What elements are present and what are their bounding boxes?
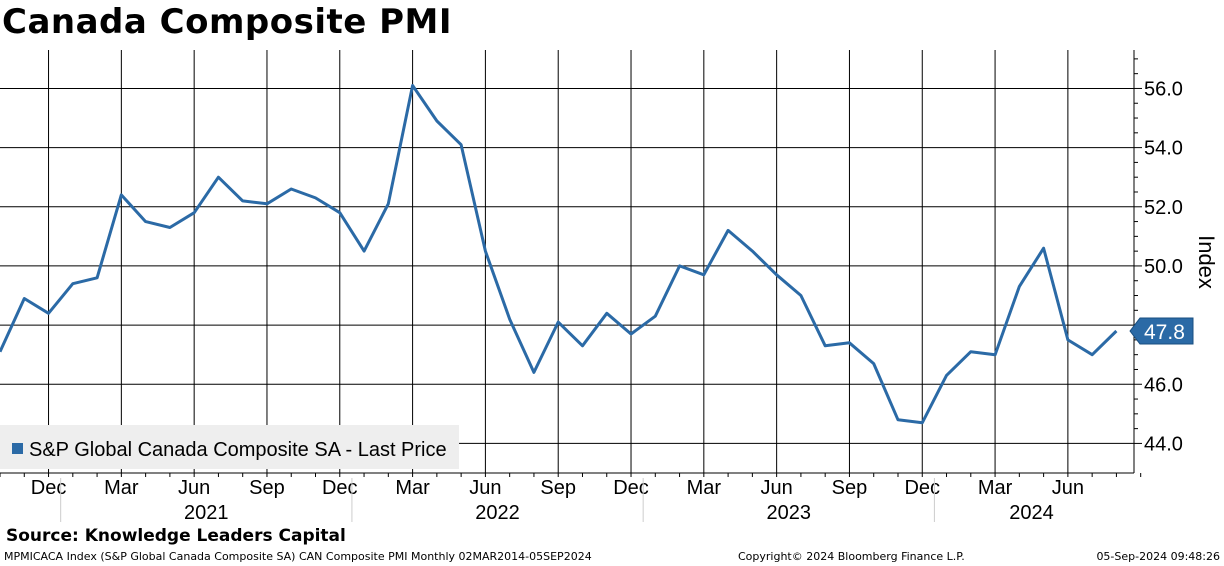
x-tick-label: Mar (395, 477, 430, 499)
y-tick-label: 46.0 (1144, 374, 1183, 396)
grid-lines (0, 50, 1134, 473)
x-tick-labels: Dec Mar Jun Sep Dec Mar Jun Sep Dec Mar Jun Sep Dec M… (0, 473, 1142, 499)
x-tick-label: Jun (1052, 477, 1084, 499)
year-label: 2022 (475, 502, 520, 524)
year-label: 2024 (1009, 502, 1054, 524)
footer-copyright: Copyright© 2024 Bloomberg Finance L.P. (738, 550, 965, 563)
x-tick-label: Jun (469, 477, 501, 499)
series-line-canada-composite (0, 84, 1118, 425)
y-tick-label: 44.0 (1144, 433, 1183, 455)
x-tick-label: Jun (178, 477, 210, 499)
y-tick-labels: 44.046.048.050.052.054.056.0 (1134, 58, 1183, 455)
x-tick-label: Mar (687, 477, 722, 499)
source-note: Source: Knowledge Leaders Capital (6, 526, 346, 546)
y-tick-label: 54.0 (1144, 138, 1183, 160)
footer-series-info: MPMICACA Index (S&P Global Canada Compos… (4, 550, 592, 563)
x-tick-label: Dec (322, 477, 358, 499)
year-label: 2023 (767, 502, 812, 524)
x-tick-label: Sep (832, 477, 868, 499)
last-value-label: 47.8 (1144, 321, 1185, 344)
chart-title: Canada Composite PMI (2, 2, 453, 42)
x-tick-label: Mar (978, 477, 1013, 499)
x-tick-label: Jun (761, 477, 793, 499)
legend-box (0, 425, 459, 469)
x-tick-label: Sep (540, 477, 576, 499)
year-labels: 2021 2022 2023 2024 (60, 478, 1054, 524)
y-tick-label: 50.0 (1144, 256, 1183, 278)
x-tick-label: Dec (904, 477, 940, 499)
x-tick-label: Dec (613, 477, 649, 499)
y-tick-label: 52.0 (1144, 197, 1183, 219)
legend-label: S&P Global Canada Composite SA - Last Pr… (29, 439, 447, 461)
y-tick-label: 56.0 (1144, 78, 1183, 100)
footer-timestamp: 05-Sep-2024 09:48:26 (1096, 550, 1220, 563)
x-tick-label: Sep (249, 477, 285, 499)
x-tick-label: Dec (31, 477, 67, 499)
last-value-marker: 47.8 (1129, 317, 1194, 345)
legend-swatch (12, 443, 23, 454)
x-tick-label: Mar (104, 477, 139, 499)
year-label: 2021 (184, 502, 229, 524)
y-axis-label: Index (1194, 235, 1219, 289)
